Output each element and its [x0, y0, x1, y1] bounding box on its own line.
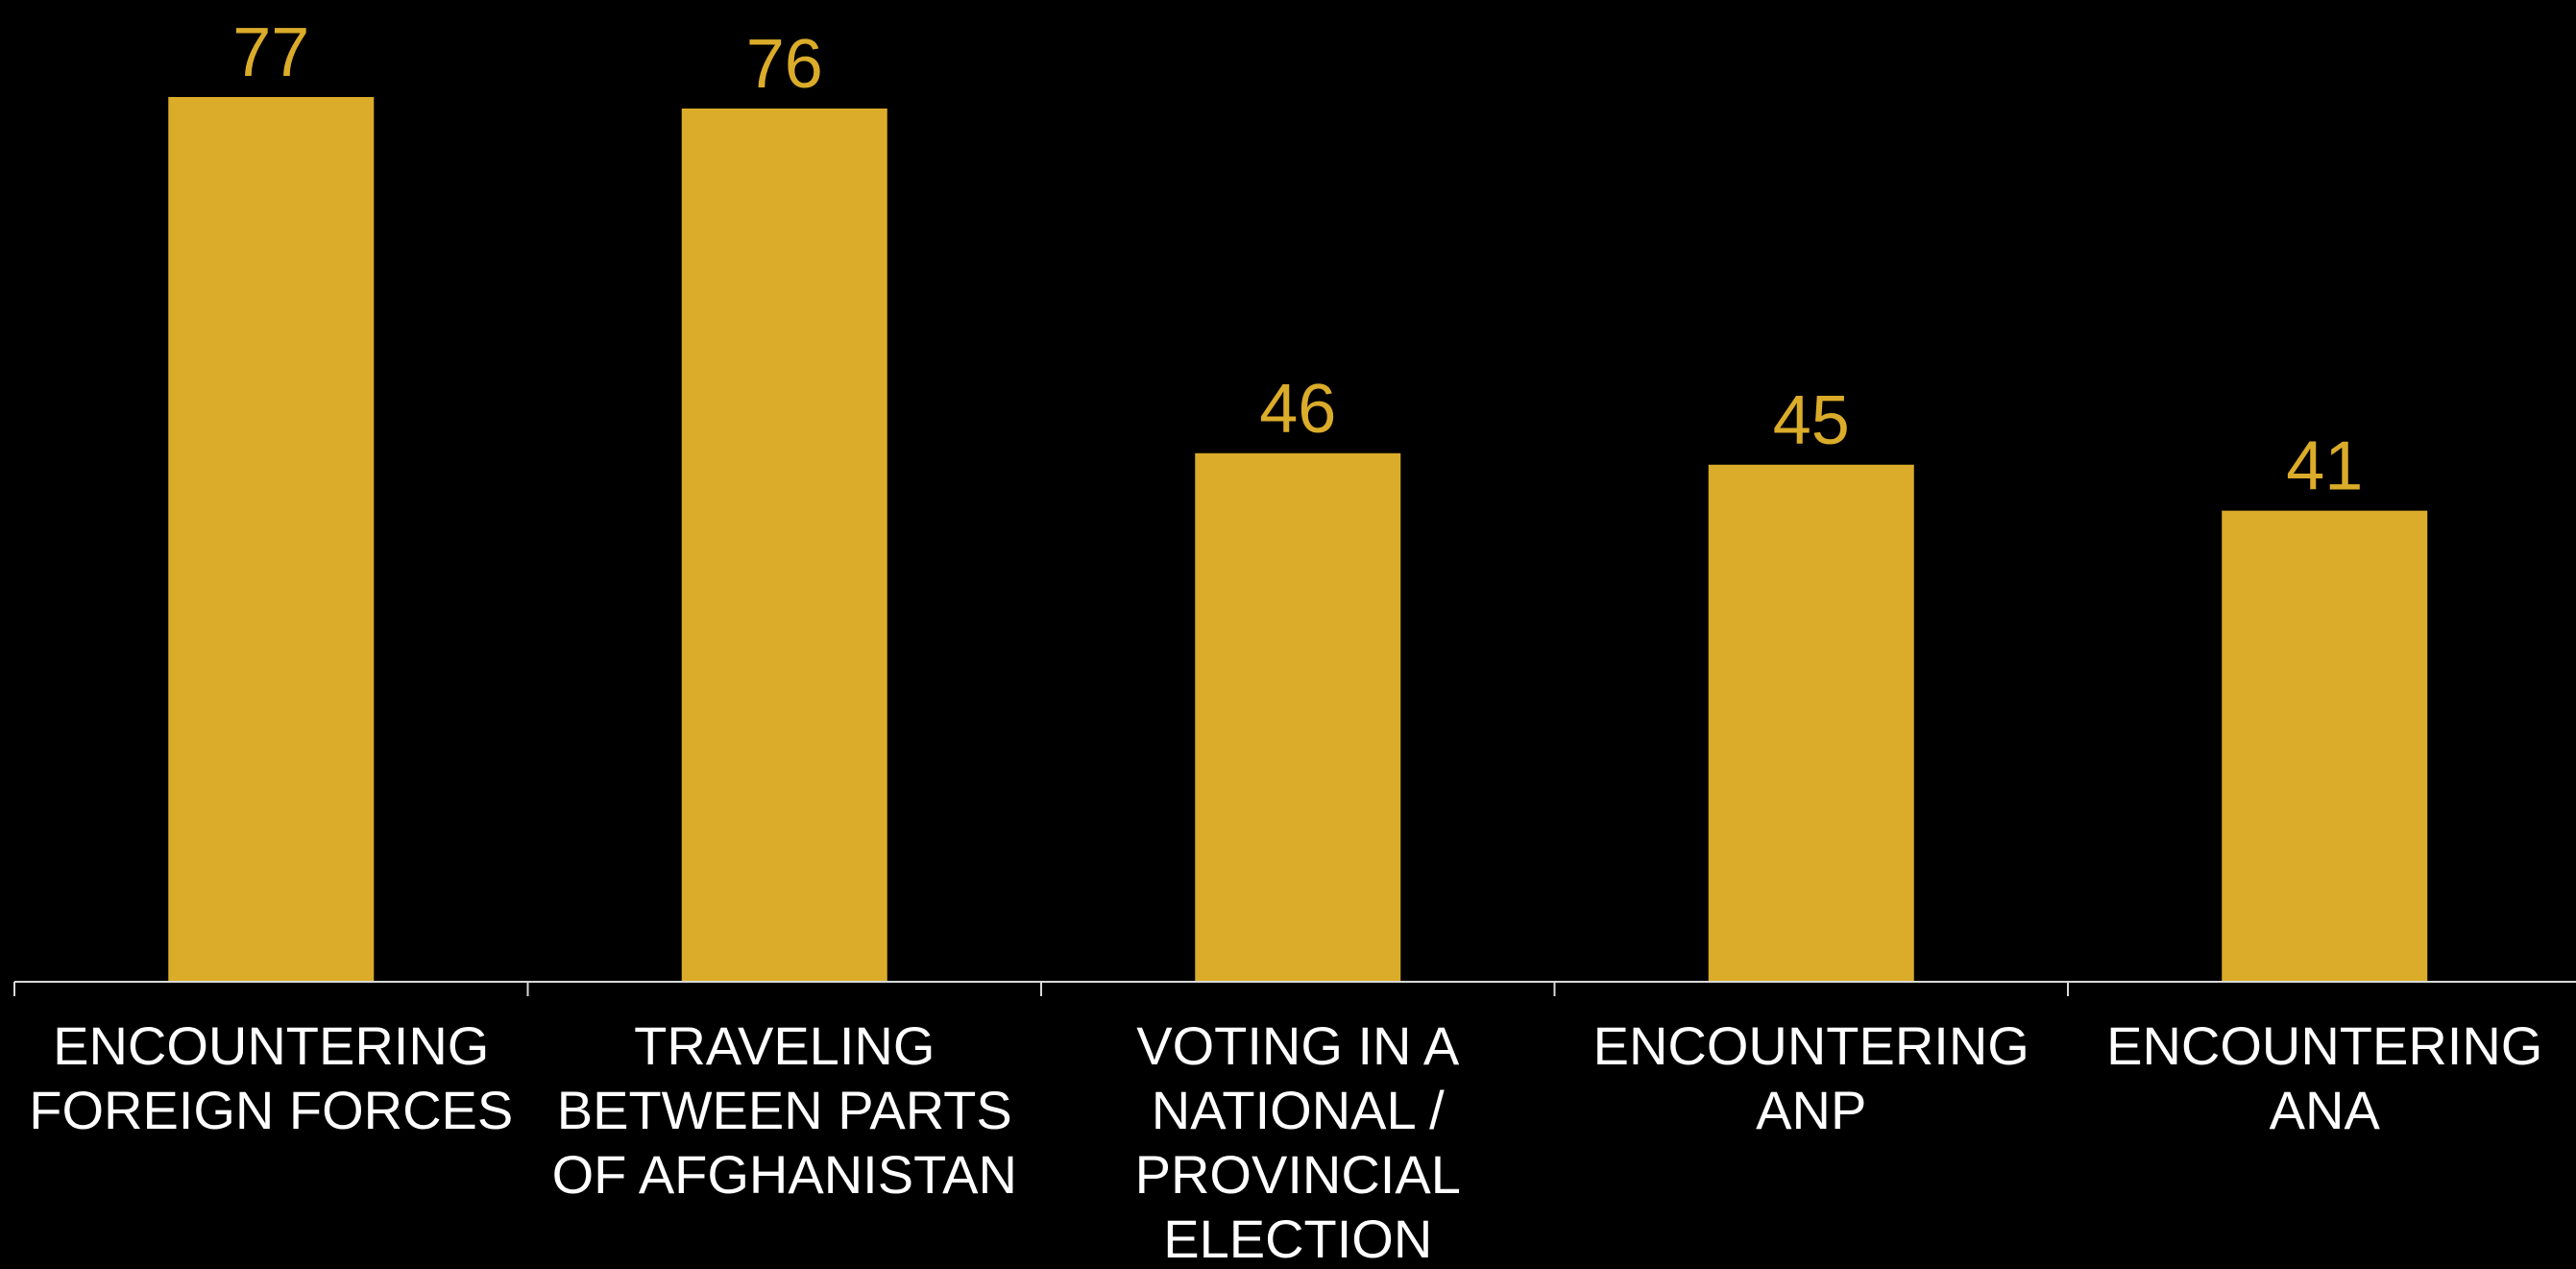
x-tick-label-line: PROVINCIAL	[1135, 1144, 1461, 1205]
x-tick-label-line: FOREIGN FORCES	[29, 1080, 513, 1140]
bar-1	[168, 97, 375, 982]
x-tick-label-line: OF AFGHANISTAN	[552, 1144, 1017, 1205]
x-tick-label-line: VOTING IN A	[1136, 1015, 1460, 1076]
bar-5	[2222, 510, 2428, 982]
x-tick-label-line: ELECTION	[1163, 1208, 1432, 1264]
data-label-2: 76	[746, 26, 823, 103]
x-tick-label-line: ENCOUNTERING	[2106, 1015, 2542, 1076]
data-label-1: 77	[232, 14, 309, 91]
x-tick-label-line: ENCOUNTERING	[53, 1015, 489, 1076]
x-tick-label-line: BETWEEN PARTS	[557, 1080, 1012, 1140]
x-tick-label-line: ENCOUNTERING	[1593, 1015, 2029, 1076]
x-tick-label-line: ANP	[1756, 1080, 1866, 1140]
data-label-5: 41	[2286, 428, 2363, 505]
bar-3	[1195, 452, 1401, 982]
x-tick-label-line: ANA	[2270, 1080, 2381, 1140]
data-label-3: 46	[1259, 371, 1336, 448]
bar-4	[1708, 464, 1914, 982]
x-tick-label-line: TRAVELING	[634, 1015, 935, 1076]
x-tick-label-line: NATIONAL /	[1152, 1080, 1445, 1140]
bar-2	[681, 108, 887, 982]
data-label-4: 45	[1773, 382, 1850, 459]
